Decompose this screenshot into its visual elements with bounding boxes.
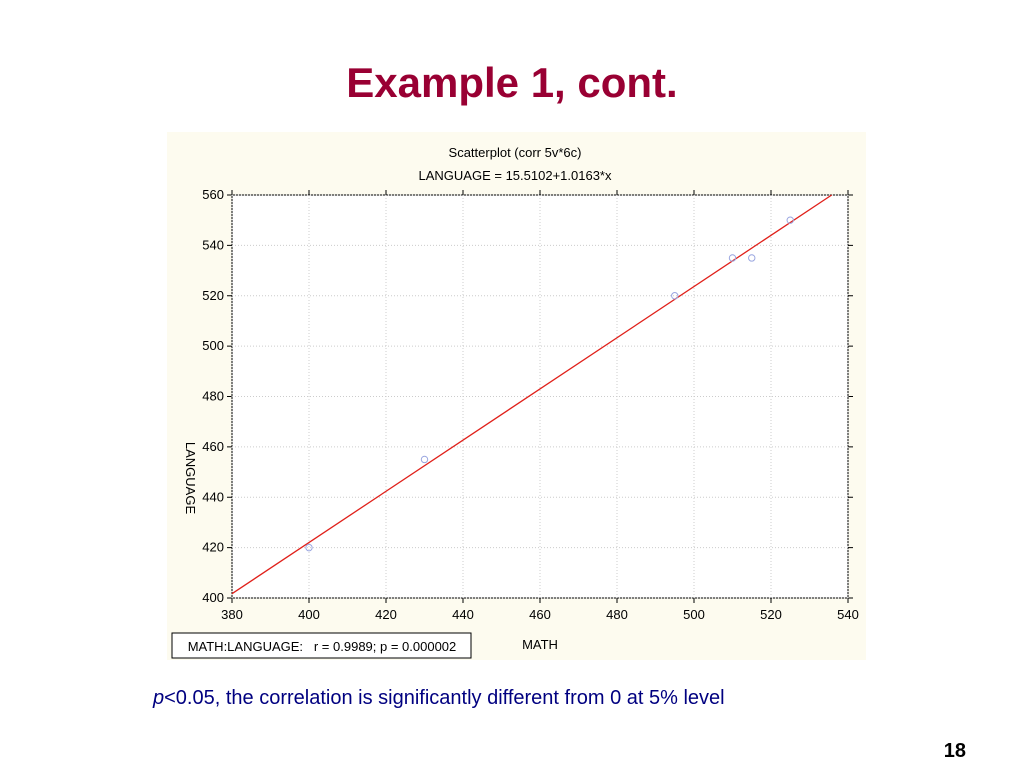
- y-tick-label: 460: [202, 439, 224, 454]
- x-tick-label: 540: [837, 607, 859, 622]
- data-point: [671, 292, 679, 300]
- x-tick-label: 420: [375, 607, 397, 622]
- y-tick-label: 420: [202, 540, 224, 555]
- x-tick-label: 480: [606, 607, 628, 622]
- annotation-box: [171, 632, 472, 659]
- x-tick-label: 380: [221, 607, 243, 622]
- y-tick-label: 560: [202, 187, 224, 202]
- y-tick-label: 400: [202, 590, 224, 605]
- data-point: [728, 254, 737, 262]
- chart-title: Scatterplot (corr 5v*6c): [449, 145, 582, 160]
- data-point: [786, 216, 794, 224]
- x-tick-label: 460: [529, 607, 551, 622]
- y-tick-label: 520: [202, 288, 224, 303]
- data-point: [748, 254, 756, 262]
- slide-title: Example 1, cont.: [346, 59, 677, 106]
- annotation: MATH:LANGUAGE: r = 0.9989; p = 0.000002: [188, 639, 457, 654]
- y-axis-label: LANGUAGE: [183, 442, 198, 515]
- x-tick-label: 520: [760, 607, 782, 622]
- x-axis-label: MATH: [522, 637, 558, 652]
- y-tick-label: 440: [202, 489, 224, 504]
- x-tick-label: 500: [683, 607, 705, 622]
- footnote-italic: p: [152, 687, 164, 709]
- data-point: [305, 543, 313, 552]
- y-tick-label: 540: [202, 237, 224, 252]
- y-tick-label: 500: [202, 338, 224, 353]
- page-number: 18: [944, 740, 966, 762]
- footnote-text: <0.05, the correlation is significantly …: [164, 687, 724, 709]
- chart-subtitle: LANGUAGE = 15.5102+1.0163*x: [419, 168, 612, 183]
- x-tick-label: 400: [298, 607, 320, 622]
- x-tick-label: 440: [452, 607, 474, 622]
- y-tick-label: 480: [202, 389, 224, 404]
- data-point: [420, 455, 429, 464]
- footnote: p<0.05, the correlation is significantly…: [152, 687, 725, 709]
